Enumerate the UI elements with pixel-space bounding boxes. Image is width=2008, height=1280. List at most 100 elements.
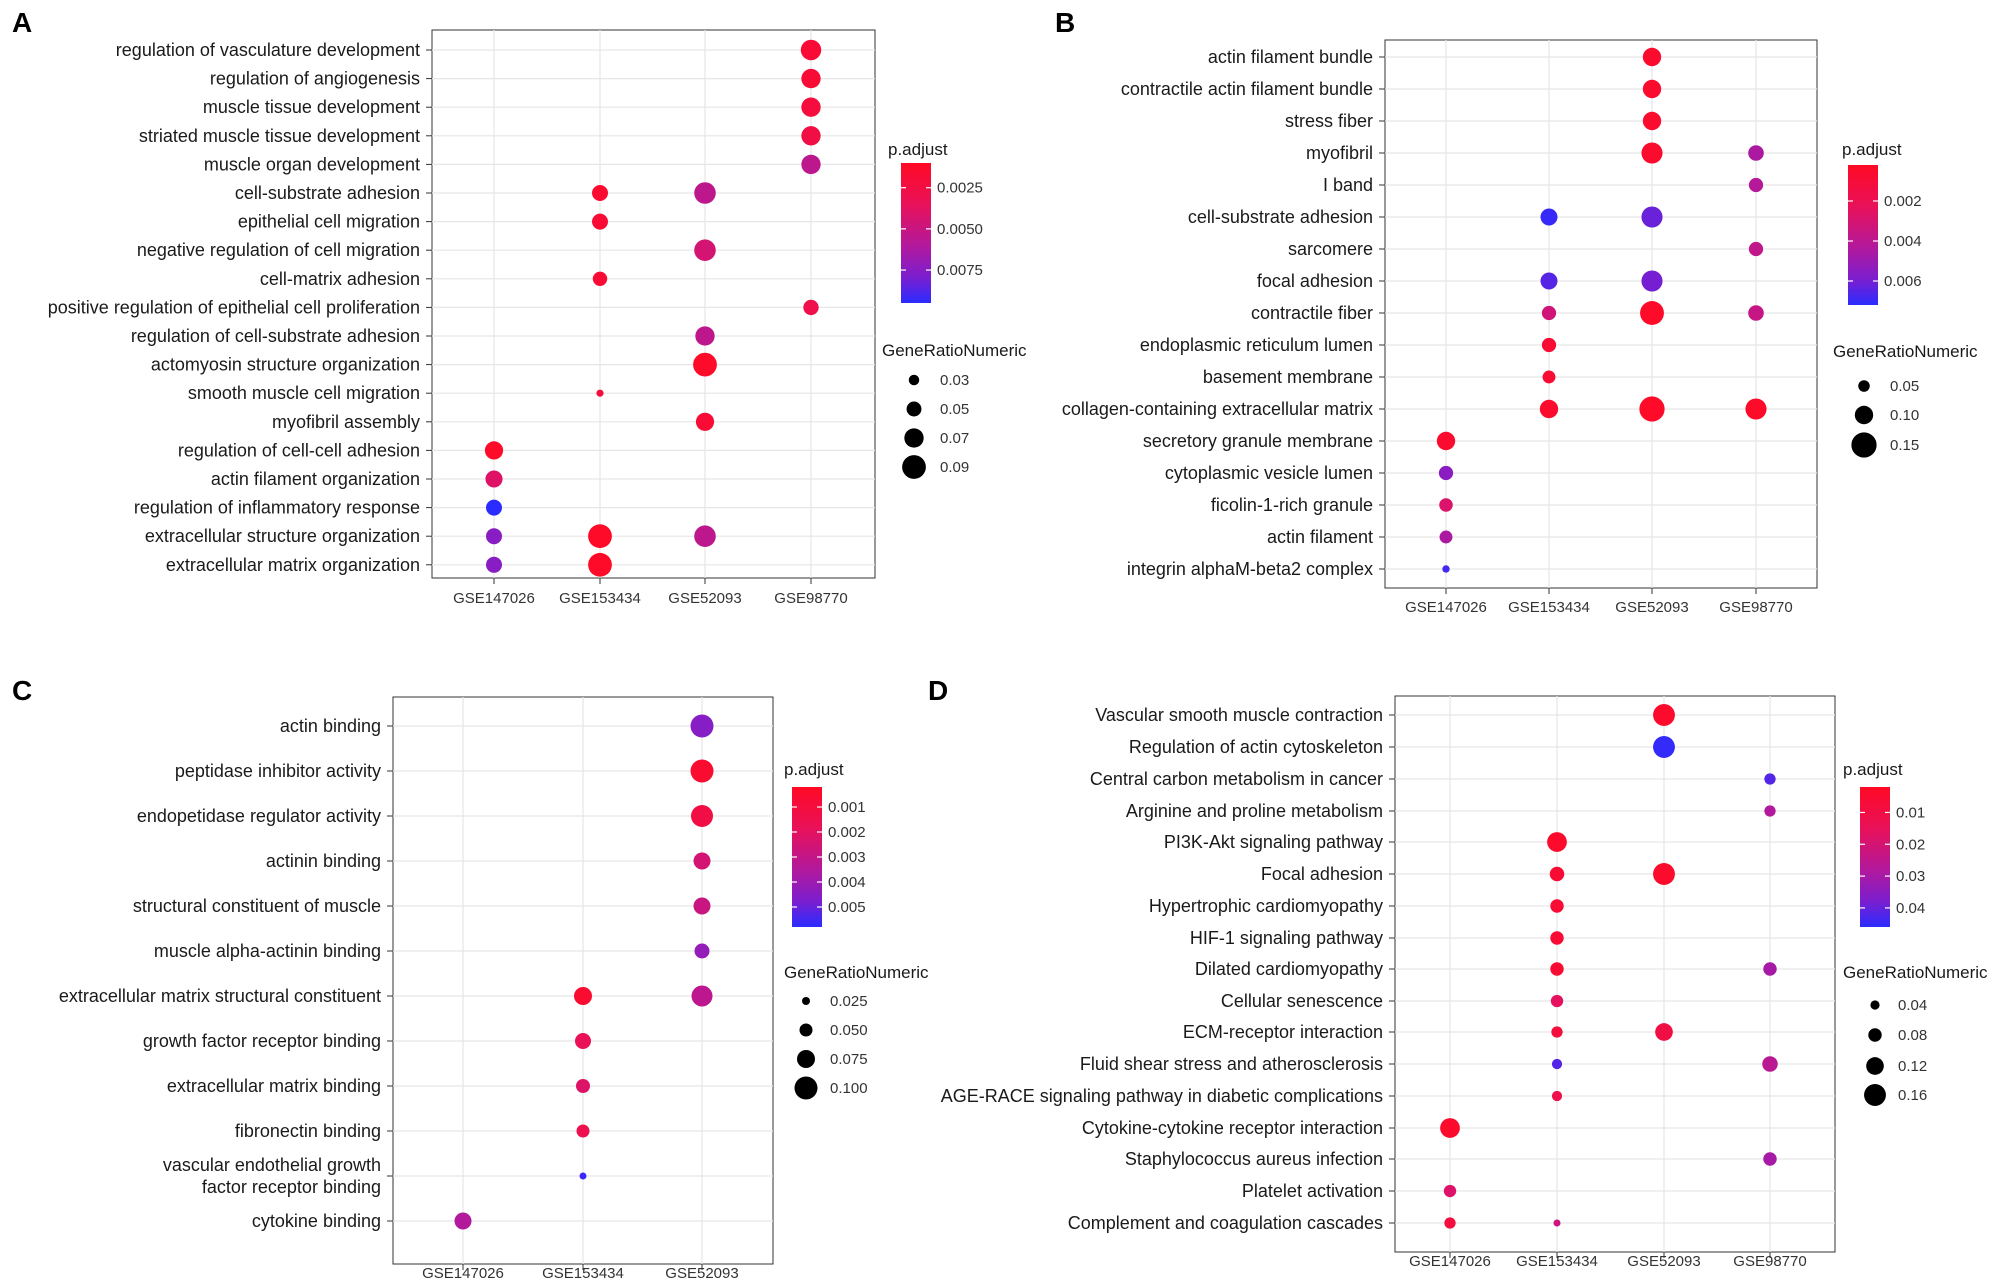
x-tick-label-gse98770: GSE98770 [1733,1253,1806,1270]
data-point [1551,1090,1563,1102]
y-tick-label: cell-substrate adhesion [235,183,420,203]
y-tick-label: ficolin-1-rich granule [1211,495,1373,515]
y-tick-label: muscle organ development [204,154,420,174]
size-legend-label: 0.08 [1898,1027,1927,1044]
data-point [486,528,502,545]
x-tick-label-gse98770: GSE98770 [774,590,847,607]
data-point [1642,111,1662,131]
y-tick-label: peptidase inhibitor activity [175,761,381,781]
y-tick-label: actin filament bundle [1208,47,1373,67]
data-point [1553,1219,1561,1227]
x-tick-label-gse147026: GSE147026 [453,590,535,607]
color-legend-label: 0.03 [1896,868,1925,885]
x-tick-label-gse153434: GSE153434 [1516,1253,1598,1270]
size-legend-dot [1851,432,1877,458]
panel-label: C [12,675,32,706]
data-point [800,39,822,61]
y-tick-label: extracellular structure organization [145,526,420,546]
y-tick-label: actomyosin structure organization [151,355,420,375]
y-tick-label: I band [1323,175,1373,195]
data-point [1436,431,1456,451]
data-point [801,68,821,89]
y-tick-label: integrin alphaM-beta2 complex [1127,559,1373,579]
data-point [1540,272,1558,290]
y-tick-label: Staphylococcus aureus infection [1125,1149,1383,1169]
size-legend-dot [797,1050,815,1068]
data-point [1542,370,1556,384]
size-legend-dot [799,1023,813,1037]
data-point [485,470,503,488]
data-point [1438,465,1454,481]
size-legend-title: GeneRatioNumeric [784,963,929,982]
y-tick-label: fibronectin binding [235,1121,381,1141]
data-point [1639,396,1665,422]
data-point [1762,1056,1778,1072]
size-legend-title: GeneRatioNumeric [1833,342,1978,361]
data-point [592,213,608,230]
y-tick-label: basement membrane [1203,367,1373,387]
data-point [486,556,502,573]
data-point [1539,399,1559,419]
data-point [690,714,714,738]
data-point [588,552,612,577]
y-tick-label: epithelial cell migration [238,212,420,232]
y-tick-label: cytokine binding [252,1211,381,1231]
data-point [576,1079,590,1093]
panel-label: B [1055,7,1075,38]
data-point [801,97,821,117]
size-legend-dot [902,455,926,479]
data-point [694,525,716,547]
data-point [693,897,711,915]
size-legend-label: 0.07 [940,430,969,447]
data-point [695,326,715,346]
data-point [1748,305,1764,321]
y-tick-label: Regulation of actin cytoskeleton [1129,737,1383,757]
color-legend-label: 0.004 [828,874,866,891]
data-point [454,1212,472,1230]
x-tick-label-gse153434: GSE153434 [559,590,641,607]
data-point [1640,301,1664,325]
y-tick-label: Cellular senescence [1221,991,1383,1011]
y-tick-label: extracellular matrix binding [167,1076,381,1096]
y-tick-label: cytoplasmic vesicle lumen [1165,463,1373,483]
x-tick-label-gse153434: GSE153434 [1508,599,1590,616]
color-legend-title: p.adjust [1843,760,1903,779]
color-legend-bar [901,163,931,303]
data-point [1550,994,1564,1008]
data-point [1748,145,1764,161]
data-point [1748,177,1764,193]
y-tick-label: striated muscle tissue development [139,126,420,146]
panel-d: D Vascular smooth muscle contraction Regul… [928,675,1988,1270]
size-legend-dot [1854,405,1874,425]
y-tick-label: structural constituent of muscle [133,896,381,916]
y-tick-label: sarcomere [1288,239,1373,259]
x-tick-label-gse153434: GSE153434 [542,1265,624,1280]
color-legend-bar [1848,165,1878,305]
color-legend-bar [1860,787,1890,927]
y-tick-label: myofibril assembly [272,412,420,432]
data-point [695,412,715,431]
size-legend-dot [1870,1000,1880,1010]
x-tick-label-gse147026: GSE147026 [422,1265,504,1280]
size-legend-label: 0.025 [830,993,868,1010]
data-point [484,441,504,460]
size-legend-label: 0.100 [830,1080,868,1097]
size-legend-dot [1864,1084,1886,1106]
size-legend-label: 0.075 [830,1051,868,1068]
data-point [693,352,717,377]
y-tick-label: Fluid shear stress and atherosclerosis [1080,1054,1383,1074]
y-tick-label: endopetidase regulator activity [137,806,381,826]
data-point [486,499,502,516]
data-point [693,852,711,870]
data-point [1748,241,1764,257]
y-tick-label: ECM-receptor interaction [1183,1022,1383,1042]
data-point [576,1124,590,1138]
size-legend-label: 0.05 [940,401,969,418]
data-point [1440,1118,1460,1138]
color-legend-label: 0.006 [1884,273,1922,290]
y-tick-label: regulation of cell-substrate adhesion [131,326,420,346]
y-tick-label: Cytokine-cytokine receptor interaction [1082,1118,1383,1138]
